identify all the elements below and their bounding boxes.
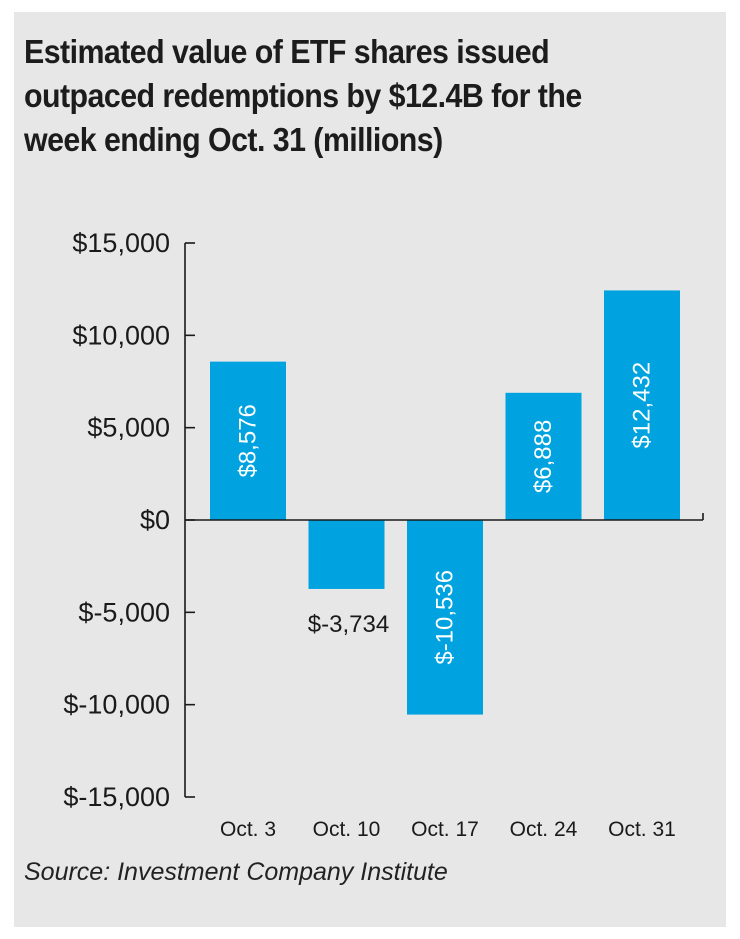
- data-label: $6,888: [530, 420, 557, 493]
- y-tick-label: $15,000: [72, 228, 170, 258]
- data-label: $8,576: [235, 404, 262, 477]
- data-label: $12,432: [629, 362, 656, 449]
- chart-title: Estimated value of ETF shares issued out…: [24, 30, 640, 162]
- chart-title-line-2: outpaced redemptions by $12.4B for the: [24, 77, 582, 114]
- data-label: $-3,734: [308, 611, 389, 638]
- bar-oct-31: [604, 290, 680, 520]
- y-tick-label: $10,000: [72, 320, 170, 350]
- bar-oct-24: [505, 392, 582, 520]
- y-tick-label: $-5,000: [78, 597, 170, 627]
- y-tick-label: $-10,000: [63, 690, 170, 720]
- y-tick-label: $-15,000: [63, 782, 170, 812]
- x-category-label: Oct. 24: [510, 818, 578, 841]
- bar-oct-3: [210, 361, 286, 520]
- y-tick-label: $5,000: [87, 413, 170, 443]
- chart-title-line-1: Estimated value of ETF shares issued: [24, 33, 550, 70]
- x-category-label: Oct. 31: [608, 818, 676, 841]
- data-label: $-10,536: [432, 570, 459, 665]
- chart-title-line-3: week ending Oct. 31 (millions): [24, 121, 443, 158]
- x-category-label: Oct. 10: [313, 818, 381, 841]
- y-tick-label: $0: [140, 505, 170, 535]
- x-category-label: Oct. 3: [220, 818, 276, 841]
- bar-oct-10: [308, 520, 385, 589]
- source-note: Source: Investment Company Institute: [24, 858, 448, 886]
- x-category-label: Oct. 17: [411, 818, 479, 841]
- bar-oct-17: [407, 520, 483, 715]
